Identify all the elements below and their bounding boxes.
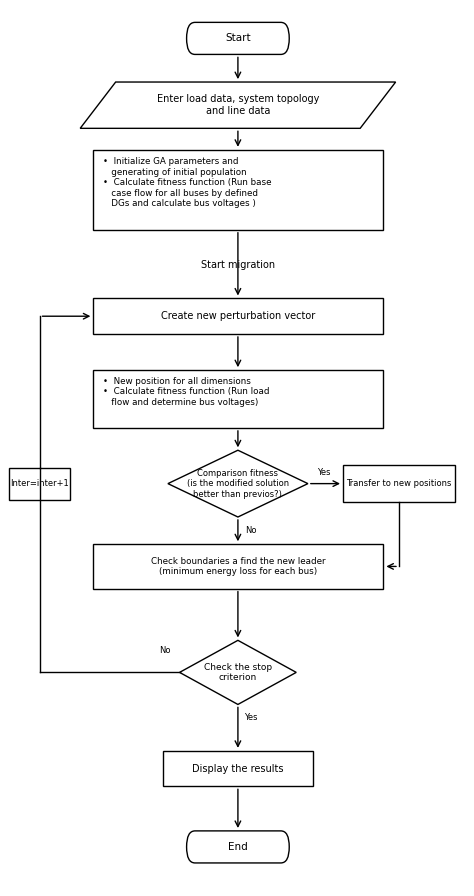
- Text: Yes: Yes: [244, 713, 258, 722]
- Text: Display the results: Display the results: [192, 763, 283, 773]
- Text: Yes: Yes: [318, 468, 331, 477]
- FancyBboxPatch shape: [187, 22, 289, 55]
- Bar: [93, 370, 383, 428]
- Text: No: No: [159, 646, 170, 655]
- Polygon shape: [168, 450, 308, 517]
- Bar: [9, 468, 70, 500]
- Text: •  New position for all dimensions
•  Calculate fitness function (Run load
   fl: • New position for all dimensions • Calc…: [102, 377, 269, 407]
- Polygon shape: [180, 641, 296, 704]
- Bar: [93, 544, 383, 589]
- Text: Start migration: Start migration: [201, 260, 275, 270]
- Text: Transfer to new positions: Transfer to new positions: [346, 479, 452, 488]
- Bar: [343, 465, 455, 503]
- Text: End: End: [228, 842, 248, 852]
- Text: No: No: [245, 526, 257, 535]
- FancyBboxPatch shape: [187, 831, 289, 863]
- Text: Create new perturbation vector: Create new perturbation vector: [161, 311, 315, 321]
- Bar: [93, 150, 383, 230]
- Text: Check boundaries a find the new leader
(minimum energy loss for each bus): Check boundaries a find the new leader (…: [151, 556, 325, 576]
- Text: Start: Start: [225, 33, 251, 43]
- Text: Inter=inter+1: Inter=inter+1: [10, 479, 69, 488]
- Text: •  Initialize GA parameters and
   generating of initial population
•  Calculate: • Initialize GA parameters and generatin…: [102, 158, 271, 208]
- Bar: [163, 751, 312, 787]
- Polygon shape: [80, 82, 396, 128]
- Text: Check the stop
criterion: Check the stop criterion: [204, 663, 272, 682]
- Text: Enter load data, system topology
and line data: Enter load data, system topology and lin…: [157, 94, 319, 116]
- Text: Comparison fitness
(is the modified solution
better than previos?): Comparison fitness (is the modified solu…: [187, 469, 289, 498]
- Bar: [93, 298, 383, 334]
